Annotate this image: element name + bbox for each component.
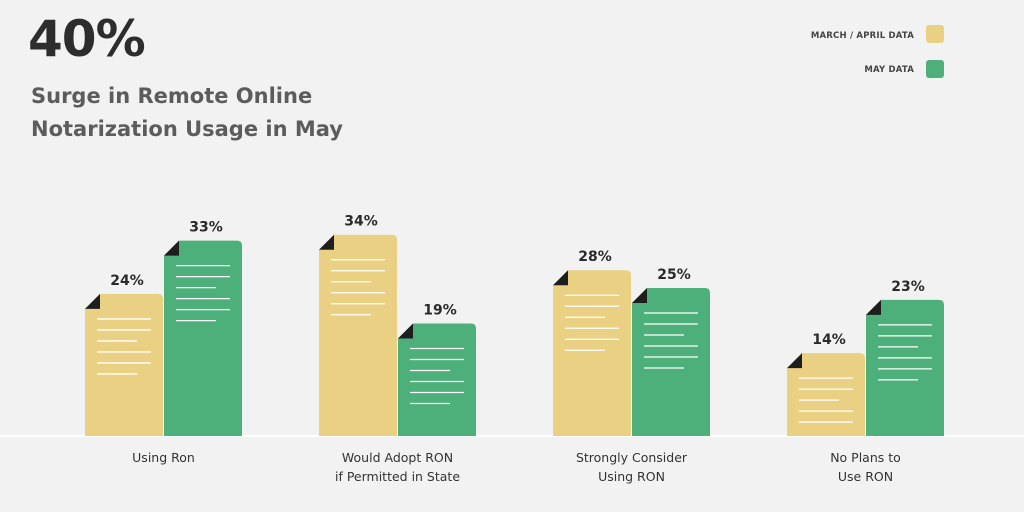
folded-corner-icon — [319, 234, 334, 250]
value-label: 14% — [812, 332, 846, 348]
value-label: 19% — [423, 303, 457, 319]
folded-corner-icon — [164, 240, 179, 256]
headline-stat: 40% — [28, 10, 146, 68]
category-label: Would Adopt RON — [342, 450, 453, 465]
bar-doc-march-april-1 — [319, 234, 397, 436]
legend-swatch-may — [926, 60, 944, 78]
legend-label-march-april: MARCH / APRIL DATA — [810, 31, 914, 41]
bar-doc-march-april-0 — [85, 293, 163, 436]
value-label: 24% — [110, 273, 144, 289]
value-label: 33% — [189, 220, 223, 236]
folded-corner-icon — [553, 270, 568, 286]
value-label: 25% — [657, 267, 691, 283]
headline-subtitle-line-1: Surge in Remote Online — [31, 84, 313, 108]
folded-corner-icon — [398, 323, 413, 339]
legend-label-may: MAY DATA — [864, 65, 914, 75]
value-label: 34% — [344, 214, 378, 230]
folded-corner-icon — [632, 288, 647, 303]
folded-corner-icon — [85, 293, 100, 309]
category-label: if Permitted in State — [335, 469, 460, 484]
category-label: Use RON — [838, 469, 893, 484]
headline-subtitle-line-2: Notarization Usage in May — [31, 117, 343, 141]
category-label: No Plans to — [830, 450, 901, 465]
bar-doc-may-1 — [398, 323, 476, 436]
value-label: 23% — [891, 279, 925, 295]
folded-corner-icon — [787, 353, 802, 369]
folded-corner-icon — [866, 299, 881, 315]
bar-doc-may-3 — [866, 299, 944, 436]
category-label: Using Ron — [132, 450, 195, 465]
bar-doc-march-april-2 — [553, 270, 631, 436]
bar-doc-may-0 — [164, 240, 242, 436]
bar-doc-march-april-3 — [787, 353, 865, 436]
category-label: Using RON — [598, 469, 665, 484]
legend-swatch-march-april — [926, 25, 944, 43]
bar-doc-may-2 — [632, 288, 710, 436]
category-label: Strongly Consider — [576, 450, 688, 465]
value-label: 28% — [578, 249, 612, 265]
headline-subtitle: Surge in Remote Online Notarization Usag… — [31, 80, 343, 146]
